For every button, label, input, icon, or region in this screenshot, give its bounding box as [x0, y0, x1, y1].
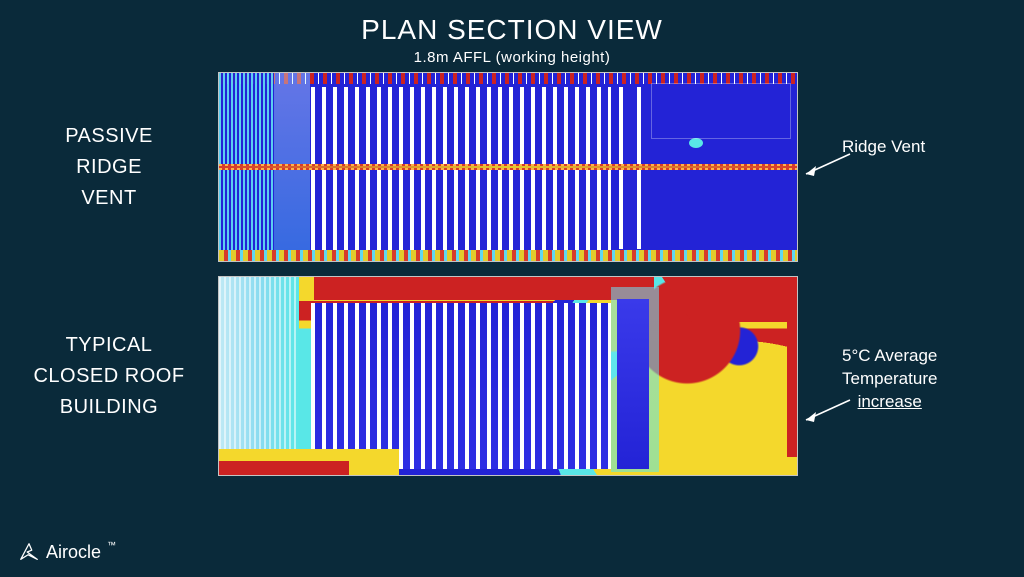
brand-tm: ™	[107, 540, 116, 550]
panel-b-label-l1: TYPICAL	[0, 330, 218, 361]
panel-b-label-l2: CLOSED ROOF	[0, 361, 218, 392]
page-subtitle: 1.8m AFFL (working height)	[0, 49, 1024, 66]
annotation-temp-l1: 5°C Average	[842, 345, 937, 368]
arrow-icon	[802, 398, 852, 424]
panel-a-label-l1: PASSIVE	[0, 121, 218, 152]
page-title: PLAN SECTION VIEW	[0, 0, 1024, 46]
brand-name: Airocle	[46, 542, 101, 563]
panel-b-label: TYPICAL CLOSED ROOF BUILDING	[0, 330, 218, 423]
panel-a-label-l3: VENT	[0, 183, 218, 214]
airocle-icon	[18, 541, 40, 563]
annotation-temp-l2: Temperature	[842, 368, 937, 391]
brand-logo: Airocle ™	[18, 541, 116, 563]
panel-a-label-l2: RIDGE	[0, 152, 218, 183]
heatmap-closed-roof	[218, 276, 798, 476]
panel-b-label-l3: BUILDING	[0, 392, 218, 423]
annotation-temp-l3: increase	[842, 391, 937, 414]
heatmap-passive-ridge-vent	[218, 72, 798, 262]
annotation-ridge-vent: Ridge Vent	[842, 136, 925, 159]
arrow-icon	[802, 152, 852, 178]
annotation-temperature: 5°C Average Temperature increase	[842, 345, 937, 414]
panel-a-label: PASSIVE RIDGE VENT	[0, 121, 218, 214]
